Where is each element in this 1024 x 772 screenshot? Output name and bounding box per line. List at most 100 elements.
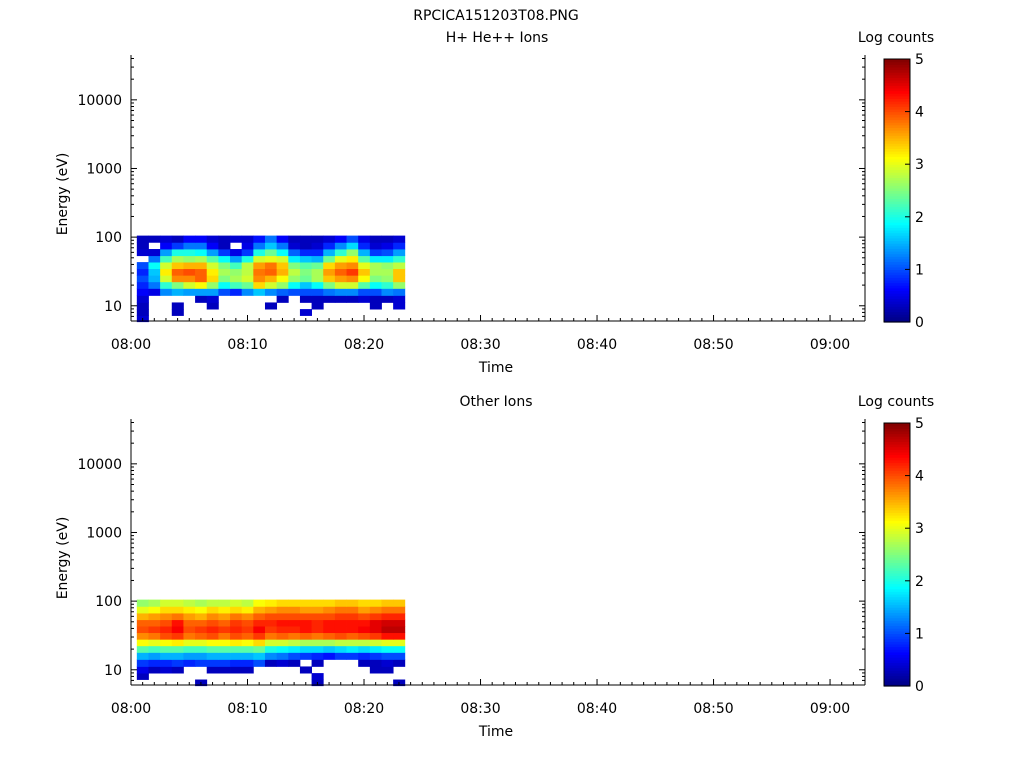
colorbar-strip [884, 135, 910, 139]
heatmap-cell [183, 659, 196, 667]
heatmap-cell [218, 666, 231, 674]
heatmap-cell [358, 599, 371, 607]
heatmap-cell [171, 288, 184, 296]
heatmap-cell [299, 652, 312, 660]
heatmap-cell [195, 242, 208, 250]
colorbar: 0 1 2 3 4 5 [883, 52, 924, 331]
heatmap-cell [346, 275, 359, 283]
heatmap-cell [311, 288, 324, 296]
x-tick-label: 08:40 [577, 337, 617, 353]
heatmap-cell [195, 249, 208, 257]
heatmap-cell [393, 262, 406, 270]
heatmap-cell [160, 619, 173, 627]
colorbar-strip [884, 319, 910, 323]
heatmap-cell [136, 309, 149, 316]
colorbar-strip [884, 683, 910, 687]
heatmap-cell [288, 599, 301, 607]
heatmap-cell [230, 275, 243, 283]
heatmap-cell [334, 235, 347, 243]
colorbar-strip [884, 211, 910, 215]
figure-title: RPCICA151203T08.PNG [413, 8, 578, 24]
heatmap-cell [136, 652, 149, 660]
heatmap-cell [369, 599, 382, 607]
heatmap-cell [393, 268, 406, 276]
colorbar-strip [884, 266, 910, 270]
colorbar-strip [884, 169, 910, 173]
heatmap-cell [253, 242, 266, 250]
colorbar-tick-label: 0 [915, 315, 924, 331]
heatmap-cell [264, 275, 278, 283]
heatmap-cell [264, 639, 278, 647]
heatmap-cell [299, 639, 312, 647]
heatmap-cell [393, 599, 406, 607]
colorbar-strip [884, 151, 910, 155]
colorbar-strip [884, 607, 910, 611]
heatmap-cell [334, 275, 347, 283]
heatmap-cell [171, 666, 184, 674]
colorbar-strip [884, 512, 910, 516]
heatmap-cell [311, 632, 324, 640]
colorbar-strip [884, 549, 910, 553]
heatmap-cell [334, 613, 347, 621]
heatmap-cell [311, 606, 324, 614]
colorbar-strip [884, 82, 910, 86]
heatmap-cell [148, 281, 161, 289]
colorbar-tick-label: 1 [915, 262, 924, 278]
heatmap-cell [288, 645, 301, 653]
heatmap-cell [171, 235, 184, 243]
heatmap-cell [136, 613, 149, 621]
x-tick-label: 08:10 [227, 701, 267, 717]
colorbar-strip [884, 662, 910, 666]
heatmap-cell [311, 639, 324, 647]
heatmap-cell [206, 619, 219, 627]
colorbar-strip [884, 604, 910, 608]
heatmap-cell [323, 249, 336, 257]
heatmap-cell [369, 288, 382, 296]
heatmap-cell [195, 281, 208, 289]
colorbar-strip [884, 678, 910, 682]
y-axis-label: Energy (eV) [55, 517, 71, 600]
heatmap-cell [160, 626, 173, 634]
heatmap-cell [253, 249, 266, 257]
heatmap-cell [369, 659, 382, 667]
colorbar-strip [884, 522, 910, 527]
heatmap-cell [195, 255, 208, 263]
heatmap-cell [346, 626, 359, 634]
colorbar-strip [884, 659, 910, 663]
colorbar-strip [884, 551, 910, 556]
heatmap-cell [241, 639, 254, 647]
heatmap-cell [160, 249, 173, 257]
colorbar-strip [884, 119, 910, 123]
heatmap-cell [381, 288, 394, 296]
heatmap-cell [171, 309, 184, 316]
colorbar-strip [884, 593, 910, 598]
colorbar-strip [884, 106, 910, 110]
colorbar-strip [884, 177, 910, 181]
heatmap-cell [148, 652, 161, 660]
heatmap-cell [393, 295, 406, 303]
heatmap-cell [183, 268, 196, 276]
heatmap-cell [218, 275, 231, 283]
heatmap-cell [264, 632, 278, 640]
heatmap-cell [230, 652, 243, 660]
colorbar-strip [884, 153, 910, 157]
colorbar-strip [884, 103, 910, 107]
heatmap-cell [264, 242, 278, 250]
colorbar-strip [884, 628, 910, 632]
colorbar-strip [884, 98, 910, 102]
heatmap-cell [160, 242, 173, 250]
heatmap-cell [148, 645, 161, 653]
x-tick-label: 08:50 [693, 337, 733, 353]
heatmap-cells [136, 599, 406, 687]
colorbar-strip [884, 229, 910, 234]
colorbar-strip [884, 559, 910, 563]
heatmap-cell [346, 235, 359, 243]
heatmap-cell [148, 606, 161, 614]
heatmap-cell [334, 606, 347, 614]
colorbar-strip [884, 515, 910, 519]
colorbar-strip [884, 533, 910, 537]
heatmap-cell [136, 666, 149, 674]
heatmap-cell [299, 249, 312, 257]
heatmap-cell [136, 302, 149, 310]
heatmap-cell [276, 295, 289, 303]
